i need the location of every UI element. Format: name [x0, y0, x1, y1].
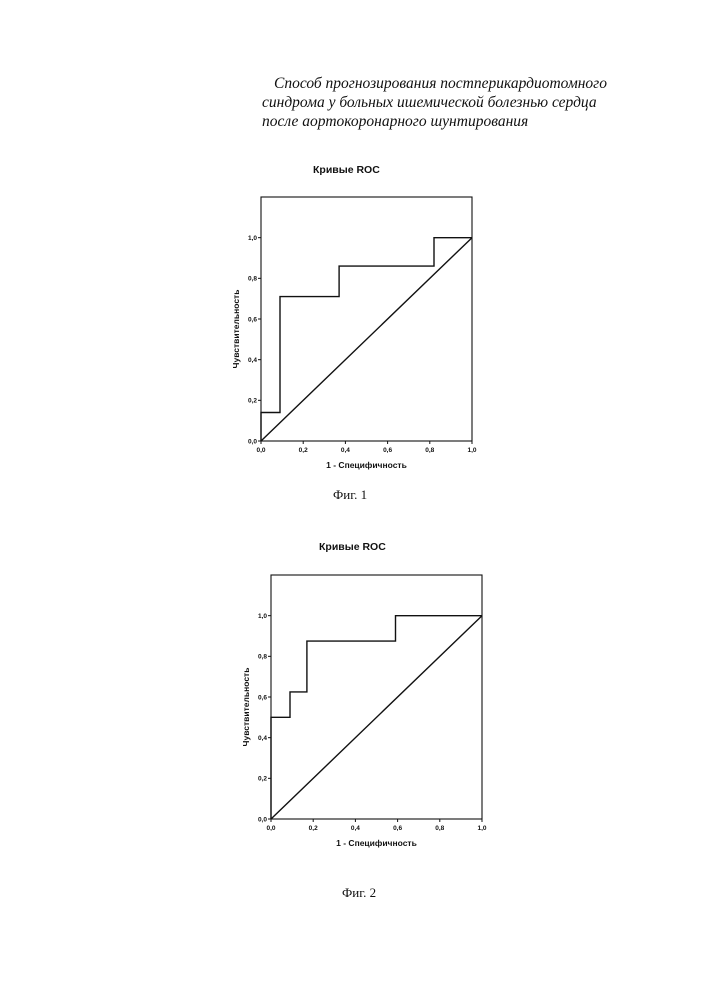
x-tick-label: 0,6	[383, 447, 392, 454]
y-tick-label: 0,2	[248, 398, 257, 405]
y-tick-label: 0,0	[248, 438, 257, 445]
y-tick-label: 0,6	[258, 694, 267, 701]
x-tick-label: 0,0	[266, 825, 275, 832]
roc-chart-1: 0,0 0,2 0,4 0,6 0,8 1,0 0,0 0,2 0,4 0,6 0,8 1,0 1 - …	[200, 185, 500, 485]
chart-1-title: Кривые ROC	[313, 164, 380, 176]
y-axis-label: Чувствительность	[241, 668, 251, 747]
chart-2-title: Кривые ROC	[319, 541, 386, 553]
x-tick-label: 0,8	[425, 447, 434, 454]
x-tick-label: 1,0	[467, 447, 476, 454]
document-title-line: синдрома у больных ишемической болезнью …	[262, 93, 682, 112]
x-tick-label: 0,2	[309, 825, 318, 832]
roc-chart-2: 0,0 0,2 0,4 0,6 0,8 1,0 0,0 0,2 0,4 0,6 0,8 1,0 1 - …	[210, 563, 510, 863]
x-axis-label: 1 - Специфичность	[326, 460, 407, 470]
x-tick-label: 0,6	[393, 825, 402, 832]
reference-diagonal-line	[261, 238, 472, 441]
y-axis-label: Чувствительность	[231, 290, 241, 369]
document-title: Способ прогнозирования постперикардиотом…	[262, 74, 682, 131]
x-tick-label: 0,0	[256, 447, 265, 454]
y-tick-label: 0,8	[248, 276, 257, 283]
plot-frame	[261, 197, 472, 441]
y-tick-label: 0,6	[248, 316, 257, 323]
y-tick-label: 0,0	[258, 816, 267, 823]
x-axis-label: 1 - Специфичность	[336, 838, 417, 848]
y-tick-label: 0,4	[258, 735, 267, 742]
document-title-line: после аортокоронарного шунтирования	[262, 112, 682, 131]
y-tick-label: 0,8	[258, 654, 267, 661]
x-tick-label: 0,8	[435, 825, 444, 832]
y-tick-label: 0,4	[248, 357, 257, 364]
x-tick-label: 0,4	[351, 825, 360, 832]
y-tick-label: 1,0	[248, 235, 257, 242]
x-tick-label: 0,2	[299, 447, 308, 454]
y-tick-label: 1,0	[258, 613, 267, 620]
y-tick-label: 0,2	[258, 776, 267, 783]
x-tick-label: 0,4	[341, 447, 350, 454]
document-title-line: Способ прогнозирования постперикардиотом…	[262, 74, 682, 93]
figure-2-caption: Фиг. 2	[342, 885, 376, 901]
reference-diagonal-line	[271, 616, 482, 819]
plot-frame	[271, 575, 482, 819]
figure-1-caption: Фиг. 1	[333, 487, 367, 503]
x-tick-label: 1,0	[477, 825, 486, 832]
